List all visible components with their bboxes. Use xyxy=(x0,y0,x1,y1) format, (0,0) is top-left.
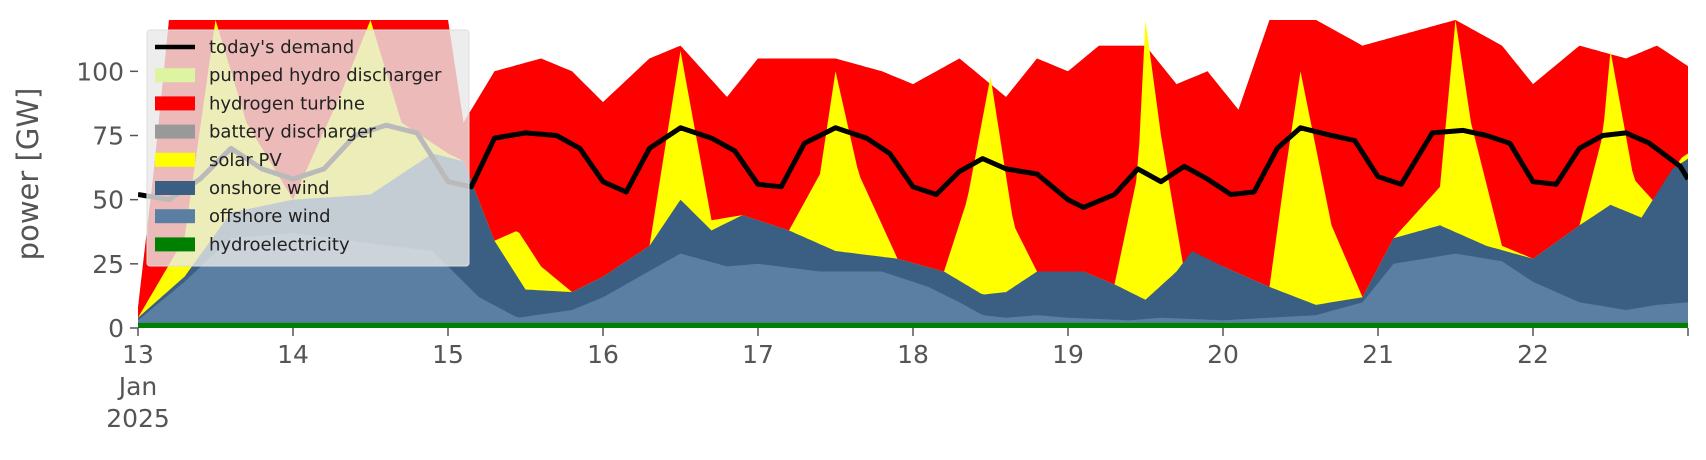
x-tick-label: 16 xyxy=(587,340,619,369)
x-tick-sublabel: Jan xyxy=(117,372,158,401)
x-tick-label: 15 xyxy=(432,340,464,369)
x-tick-label: 20 xyxy=(1207,340,1239,369)
x-tick-label: 17 xyxy=(742,340,774,369)
legend-swatch-onshore-wind xyxy=(155,181,195,195)
legend-label-hydrogen-turbine: hydrogen turbine xyxy=(209,93,365,114)
legend-swatch-pumped-hydro-discharger xyxy=(155,68,195,83)
y-tick-label: 100 xyxy=(76,57,124,86)
x-tick-label: 21 xyxy=(1362,340,1394,369)
x-tick-label: 22 xyxy=(1517,340,1549,369)
y-tick-label: 25 xyxy=(92,250,124,279)
legend: today's demand pumped hydro discharger hyd… xyxy=(146,29,470,267)
legend-label-battery-discharger: battery discharger xyxy=(209,122,376,143)
axes: 0 25 50 75 100 13 Jan 2025 14 15 16 17 18 19 20 21 22 xyxy=(76,57,1689,433)
area-hydroelectricity xyxy=(138,322,1688,328)
area-solar-pv xyxy=(138,20,1688,328)
x-tick-label: 18 xyxy=(897,340,929,369)
legend-swatch-offshore-wind xyxy=(155,209,195,224)
y-tick-label: 75 xyxy=(92,122,124,151)
legend-label-solar-pv: solar PV xyxy=(209,150,282,171)
x-tick-sublabel: 2025 xyxy=(106,404,170,433)
legend-label-onshore-wind: onshore wind xyxy=(209,178,330,199)
y-axis-label: power [GW] xyxy=(11,88,45,261)
legend-label-today-s-demand: today's demand xyxy=(209,37,354,58)
x-tick-label: 19 xyxy=(1052,340,1084,369)
legend-box xyxy=(146,29,470,267)
stacked-areas xyxy=(138,20,1688,328)
legend-swatch-hydrogen-turbine xyxy=(155,96,195,111)
legend-swatch-battery-discharger xyxy=(155,124,195,139)
y-tick-label: 0 xyxy=(108,314,124,343)
y-tick-label: 50 xyxy=(92,186,124,215)
legend-label-offshore-wind: offshore wind xyxy=(209,206,331,227)
legend-swatch-hydroelectricity xyxy=(155,237,195,252)
legend-swatch-solar-pv xyxy=(155,152,195,167)
legend-label-pumped-hydro-discharger: pumped hydro discharger xyxy=(209,65,442,86)
legend-label-hydroelectricity: hydroelectricity xyxy=(209,234,350,255)
x-tick-label: 14 xyxy=(277,340,309,369)
x-tick-label: 13 xyxy=(122,340,154,369)
